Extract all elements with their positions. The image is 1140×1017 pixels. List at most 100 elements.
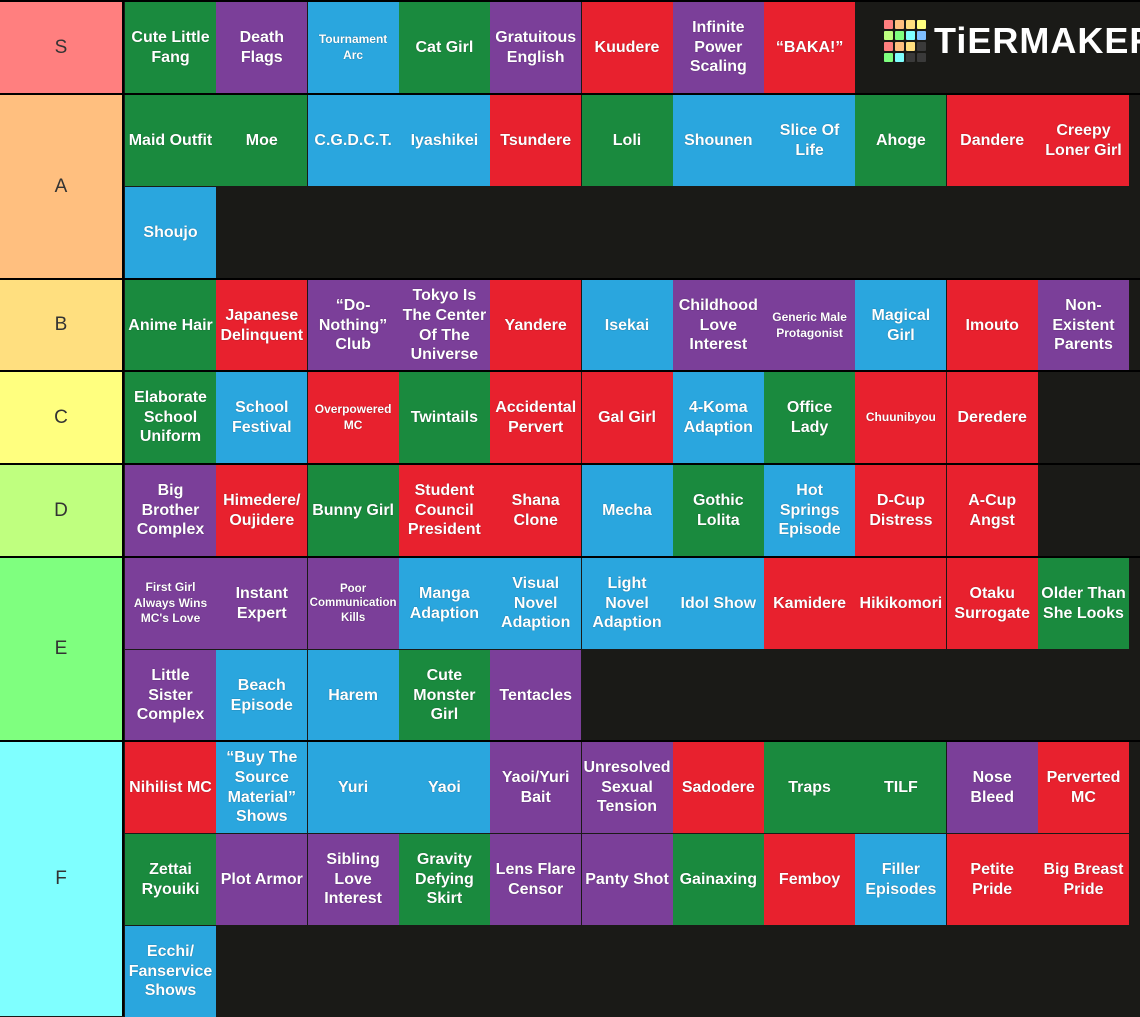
tier-item[interactable]: Ahoge bbox=[855, 95, 947, 186]
tier-item[interactable]: Isekai bbox=[581, 280, 673, 371]
tier-item[interactable]: Deredere bbox=[946, 372, 1038, 463]
tier-item[interactable]: Student Council President bbox=[398, 465, 490, 556]
tier-item[interactable]: Nose Bleed bbox=[946, 742, 1038, 833]
tier-item[interactable]: Idol Show bbox=[672, 558, 764, 649]
tier-item[interactable]: Twintails bbox=[398, 372, 490, 463]
tier-item[interactable]: Mecha bbox=[581, 465, 673, 556]
tier-item[interactable]: Gravity Defying Skirt bbox=[398, 834, 490, 925]
tier-label[interactable]: E bbox=[0, 558, 124, 740]
tier-item[interactable]: Petite Pride bbox=[946, 834, 1038, 925]
tier-item[interactable]: Unresolved Sexual Tension bbox=[581, 742, 673, 833]
tier-item[interactable]: Magical Girl bbox=[855, 280, 947, 371]
tier-item[interactable]: Perverted MC bbox=[1038, 742, 1129, 833]
tier-item[interactable]: A-Cup Angst bbox=[946, 465, 1038, 556]
tier-label[interactable]: F bbox=[0, 742, 124, 1016]
tier-item[interactable]: Big Breast Pride bbox=[1038, 834, 1129, 925]
tier-item[interactable]: First Girl Always Wins MC's Love bbox=[125, 558, 216, 649]
tier-item[interactable]: Moe bbox=[216, 95, 308, 186]
tier-item[interactable]: Gal Girl bbox=[581, 372, 673, 463]
tier-item[interactable]: Panty Shot bbox=[581, 834, 673, 925]
tier-item[interactable]: Hikikomori bbox=[855, 558, 947, 649]
tier-item[interactable]: Sadodere bbox=[672, 742, 764, 833]
tier-item[interactable]: Femboy bbox=[764, 834, 856, 925]
tier-item[interactable]: Yuri bbox=[307, 742, 399, 833]
tier-item[interactable]: D-Cup Distress bbox=[855, 465, 947, 556]
tier-item[interactable]: Shounen bbox=[672, 95, 764, 186]
tier-item[interactable]: Slice Of Life bbox=[764, 95, 856, 186]
tier-row-f: F Nihilist MC “Buy The Source Material” Sh… bbox=[0, 740, 1140, 1017]
tier-item[interactable]: Poor Communication Kills bbox=[307, 558, 399, 649]
tier-items: First Girl Always Wins MC's Love Instant … bbox=[125, 558, 1140, 741]
tier-item[interactable]: Yaoi/Yuri Bait bbox=[490, 742, 582, 833]
tier-item[interactable]: Yandere bbox=[490, 280, 582, 371]
tier-item[interactable]: Kuudere bbox=[581, 2, 673, 93]
tier-label[interactable]: S bbox=[0, 2, 124, 93]
tier-item[interactable]: Dandere bbox=[946, 95, 1038, 186]
tier-item[interactable]: Iyashikei bbox=[398, 95, 490, 186]
tier-item[interactable]: Nihilist MC bbox=[125, 742, 216, 833]
tier-item[interactable]: Little Sister Complex bbox=[125, 650, 216, 741]
tier-item[interactable]: Visual Novel Adaption bbox=[490, 558, 582, 649]
tier-item[interactable]: Shoujo bbox=[125, 187, 216, 278]
tier-item[interactable]: Maid Outfit bbox=[125, 95, 216, 186]
tier-item[interactable]: Lens Flare Censor bbox=[490, 834, 582, 925]
tier-item[interactable]: Beach Episode bbox=[216, 650, 308, 741]
tier-item[interactable]: Cat Girl bbox=[398, 2, 490, 93]
tier-item[interactable]: Chuunibyou bbox=[855, 372, 947, 463]
tier-item[interactable]: “Buy The Source Material” Shows bbox=[216, 742, 308, 833]
tier-item[interactable]: Tentacles bbox=[490, 650, 582, 741]
tier-item[interactable]: Light Novel Adaption bbox=[581, 558, 673, 649]
tier-item[interactable]: “Do-Nothing” Club bbox=[307, 280, 399, 371]
tier-item[interactable]: Tsundere bbox=[490, 95, 582, 186]
tier-item[interactable]: Gainaxing bbox=[672, 834, 764, 925]
tier-item[interactable]: Traps bbox=[764, 742, 856, 833]
tier-item[interactable]: Overpowered MC bbox=[307, 372, 399, 463]
tier-item[interactable]: C.G.D.C.T. bbox=[307, 95, 399, 186]
tier-item[interactable]: Shana Clone bbox=[490, 465, 582, 556]
tier-item[interactable]: Generic Male Protagonist bbox=[764, 280, 856, 371]
tier-item[interactable]: Gratuitous English bbox=[490, 2, 582, 93]
tier-item[interactable]: Cute Monster Girl bbox=[398, 650, 490, 741]
tier-item[interactable]: 4-Koma Adaption bbox=[672, 372, 764, 463]
tier-item[interactable]: Infinite Power Scaling bbox=[672, 2, 764, 93]
tier-item[interactable]: Japanese Delinquent bbox=[216, 280, 308, 371]
tier-item[interactable]: Gothic Lolita bbox=[672, 465, 764, 556]
tier-item[interactable]: Himedere/ Oujidere bbox=[216, 465, 308, 556]
logo-square bbox=[906, 31, 915, 40]
tier-item[interactable]: Instant Expert bbox=[216, 558, 308, 649]
tier-item[interactable]: Sibling Love Interest bbox=[307, 834, 399, 925]
tier-item[interactable]: Imouto bbox=[946, 280, 1038, 371]
tier-item[interactable]: Loli bbox=[581, 95, 673, 186]
tier-item[interactable]: Otaku Surrogate bbox=[946, 558, 1038, 649]
tier-item[interactable]: Creepy Loner Girl bbox=[1038, 95, 1129, 186]
tier-item[interactable]: Zettai Ryouiki bbox=[125, 834, 216, 925]
tier-label[interactable]: B bbox=[0, 280, 124, 370]
tier-item[interactable]: Accidental Pervert bbox=[490, 372, 582, 463]
tier-item[interactable]: Kamidere bbox=[764, 558, 856, 649]
tier-item[interactable]: Plot Armor bbox=[216, 834, 308, 925]
tier-label[interactable]: D bbox=[0, 465, 124, 556]
tier-item[interactable]: Yaoi bbox=[398, 742, 490, 833]
tier-item[interactable]: Tokyo Is The Center Of The Universe bbox=[398, 280, 490, 371]
tier-item[interactable]: Office Lady bbox=[764, 372, 856, 463]
tier-item[interactable]: Non-Existent Parents bbox=[1038, 280, 1129, 371]
tier-item[interactable]: Anime Hair bbox=[125, 280, 216, 371]
tier-item[interactable]: Elaborate School Uniform bbox=[125, 372, 216, 463]
tier-label[interactable]: A bbox=[0, 95, 124, 278]
tier-item[interactable]: Ecchi/ Fanservice Shows bbox=[125, 926, 216, 1017]
tier-item[interactable]: Bunny Girl bbox=[307, 465, 399, 556]
tier-item[interactable]: Childhood Love Interest bbox=[672, 280, 764, 371]
tier-item[interactable]: School Festival bbox=[216, 372, 308, 463]
tier-item[interactable]: Harem bbox=[307, 650, 399, 741]
tier-item[interactable]: “BAKA!” bbox=[764, 2, 856, 93]
tier-item[interactable]: Cute Little Fang bbox=[125, 2, 216, 93]
tier-item[interactable]: Hot Springs Episode bbox=[764, 465, 856, 556]
tier-item[interactable]: Death Flags bbox=[216, 2, 308, 93]
tier-item[interactable]: Big Brother Complex bbox=[125, 465, 216, 556]
tier-item[interactable]: Tournament Arc bbox=[307, 2, 399, 93]
tier-label[interactable]: C bbox=[0, 372, 124, 463]
tier-item[interactable]: Older Than She Looks bbox=[1038, 558, 1129, 649]
tier-item[interactable]: Filler Episodes bbox=[855, 834, 947, 925]
tier-item[interactable]: Manga Adaption bbox=[398, 558, 490, 649]
tier-item[interactable]: TILF bbox=[855, 742, 947, 833]
